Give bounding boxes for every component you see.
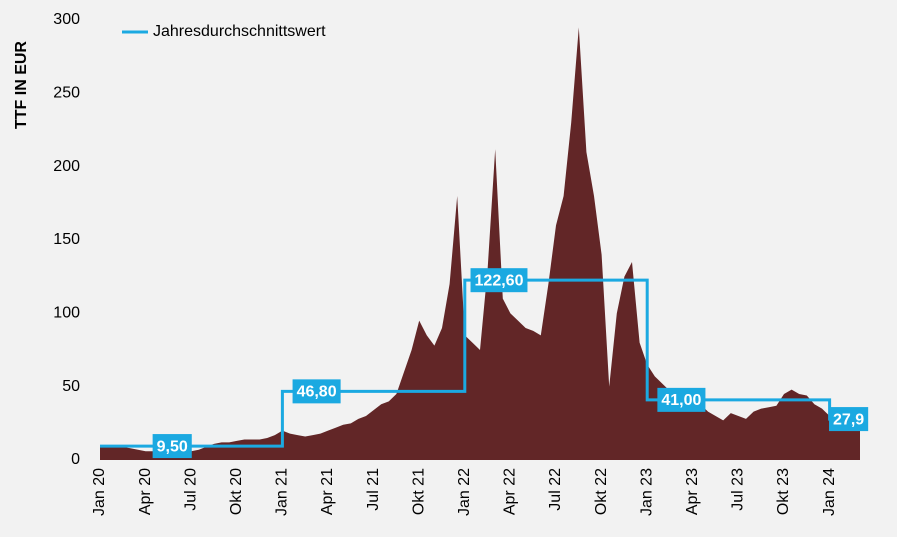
value-label: 9,50 <box>157 438 188 455</box>
x-tick-label: Jul 22 <box>547 468 564 511</box>
y-axis-title: TTF IN EUR <box>13 41 30 129</box>
x-tick-label: Okt 21 <box>410 468 427 515</box>
x-tick-label: Apr 20 <box>137 468 154 515</box>
x-tick-label: Apr 22 <box>502 468 519 515</box>
y-tick-label: 250 <box>53 85 80 102</box>
x-tick-label: Apr 21 <box>319 468 336 515</box>
value-label: 46,80 <box>297 384 337 401</box>
value-label-group: 122,60 <box>470 268 528 293</box>
value-label-group: 9,50 <box>152 434 192 459</box>
value-label-box <box>657 387 706 412</box>
x-tick-label: Jul 20 <box>182 468 199 511</box>
x-tick-label: Jul 21 <box>365 468 382 511</box>
y-tick-label: 100 <box>53 305 80 322</box>
value-label-box <box>470 268 528 293</box>
value-label: 122,60 <box>475 272 524 289</box>
legend-label: Jahresdurchschnittswert <box>153 23 326 40</box>
y-tick-label: 50 <box>62 378 80 395</box>
x-tick-label: Jul 23 <box>730 468 747 511</box>
x-tick-label: Okt 20 <box>228 468 245 515</box>
y-tick-label: 200 <box>53 158 80 175</box>
x-tick-label: Jan 21 <box>274 468 291 516</box>
x-tick-label: Jan 20 <box>91 468 108 516</box>
x-tick-label: Jan 24 <box>821 468 838 516</box>
value-label-box <box>829 407 869 432</box>
value-label: 27,9 <box>833 411 864 428</box>
x-tick-label: Okt 23 <box>775 468 792 515</box>
value-label-group: 41,00 <box>657 387 706 412</box>
x-tick-label: Jan 23 <box>638 468 655 516</box>
area <box>100 27 860 460</box>
x-tick-label: Okt 22 <box>593 468 610 515</box>
x-tick-label: Jan 22 <box>456 468 473 516</box>
y-tick-label: 300 <box>53 11 80 28</box>
value-label-group: 27,9 <box>829 407 869 432</box>
x-tick-label: Apr 23 <box>684 468 701 515</box>
value-label-box <box>152 434 192 459</box>
y-tick-label: 0 <box>71 451 80 468</box>
value-label: 41,00 <box>661 392 701 409</box>
value-label-group: 46,80 <box>292 379 341 404</box>
value-label-box <box>292 379 341 404</box>
y-tick-label: 150 <box>53 231 80 248</box>
